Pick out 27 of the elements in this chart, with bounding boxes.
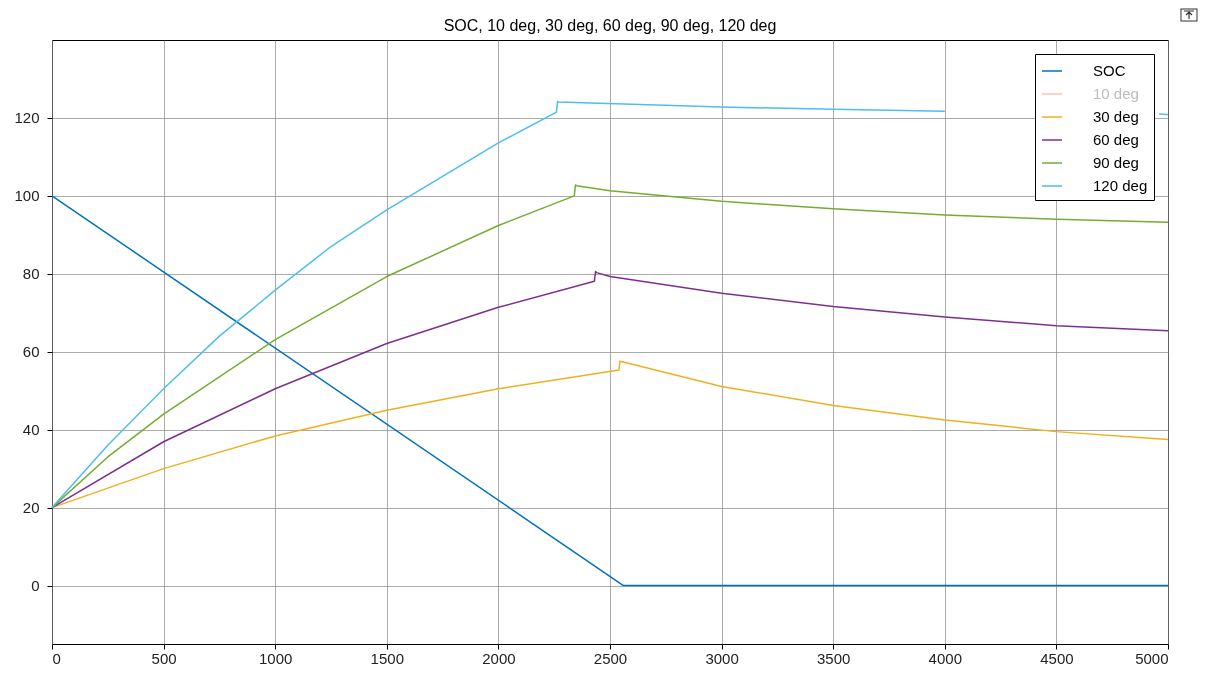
x-tick-label: 1000 bbox=[259, 649, 293, 667]
y-tick-label: 40 bbox=[22, 421, 40, 439]
line-series bbox=[51, 270, 1169, 509]
x-tick-label: 3000 bbox=[705, 649, 739, 667]
legend-label: 30 deg bbox=[1093, 108, 1139, 125]
x-tick-label: 4000 bbox=[928, 649, 962, 667]
y-tick-label: 60 bbox=[22, 343, 40, 361]
x-tick-label: 500 bbox=[151, 649, 177, 667]
y-tick-label: 100 bbox=[14, 187, 40, 205]
x-tick-label: 2000 bbox=[482, 649, 516, 667]
y-tick-label: 20 bbox=[22, 499, 40, 517]
x-tick-label: 1500 bbox=[370, 649, 404, 667]
y-tick-label: 120 bbox=[14, 109, 40, 127]
legend-label: 120 deg bbox=[1093, 177, 1148, 194]
chart-title: SOC, 10 deg, 30 deg, 60 deg, 90 deg, 120 deg bbox=[443, 17, 777, 34]
x-tick-label: 4500 bbox=[1040, 649, 1074, 667]
legend-label: 90 deg bbox=[1093, 154, 1139, 171]
x-tick-label: 2500 bbox=[593, 649, 628, 667]
legend-label: SOC bbox=[1093, 62, 1126, 79]
legend-label: 60 deg bbox=[1093, 131, 1139, 148]
x-tick-label: 0 bbox=[52, 649, 61, 667]
x-tick-label: 5000 bbox=[1135, 649, 1169, 667]
x-tick-label: 3500 bbox=[817, 649, 851, 667]
line-series bbox=[51, 360, 1169, 509]
y-tick-label: 80 bbox=[22, 265, 40, 283]
legend-label: 10 deg bbox=[1093, 85, 1139, 102]
y-tick-label: 0 bbox=[31, 577, 40, 595]
